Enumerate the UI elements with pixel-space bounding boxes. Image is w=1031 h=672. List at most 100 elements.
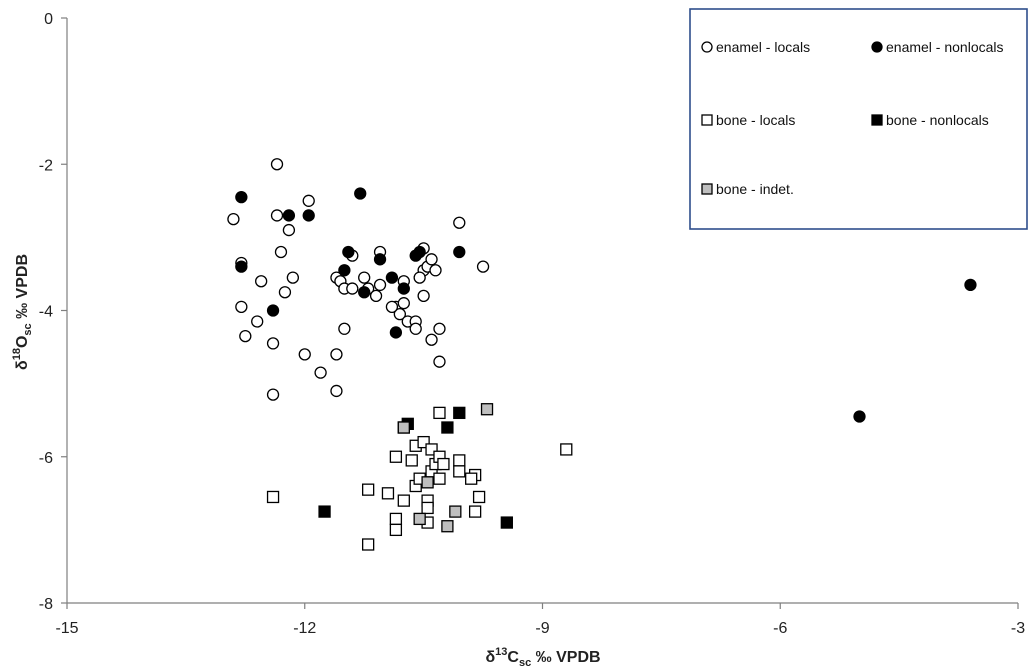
point-bone-indet — [441, 520, 454, 533]
point-enamel-locals — [286, 271, 300, 284]
point-enamel-locals — [270, 209, 284, 222]
point-enamel-locals — [373, 278, 387, 292]
x-tick-label: -6 — [773, 620, 787, 637]
point-bone-locals — [453, 454, 466, 467]
point-enamel-locals — [235, 300, 248, 313]
point-enamel-locals — [227, 212, 240, 226]
point-enamel-locals — [393, 308, 407, 321]
legend-marker-enamel-nonlocals — [871, 41, 883, 53]
y-tick-label: -8 — [39, 596, 53, 613]
y-tick-label: -2 — [39, 157, 53, 174]
axis-ticks: -15 -12 -9 -6 -3 0 -2 -4 -6 -8 — [39, 11, 1025, 637]
legend-label-bone-nonlocals: bone - nonlocals — [886, 112, 989, 128]
point-enamel-locals — [409, 322, 422, 335]
point-bone-locals — [405, 454, 418, 467]
point-bone-locals — [381, 487, 395, 500]
point-enamel-locals — [330, 384, 343, 398]
point-enamel-locals — [385, 300, 399, 313]
legend-box — [689, 8, 1028, 230]
point-bone-nonlocals — [500, 516, 513, 529]
point-bone-locals — [453, 465, 466, 478]
point-bone-locals — [389, 450, 403, 463]
point-enamel-locals — [282, 223, 296, 237]
point-enamel-locals — [298, 348, 311, 361]
point-enamel-nonlocals — [389, 326, 403, 339]
x-tick-label: -3 — [1011, 620, 1025, 637]
x-tick-label: -9 — [535, 620, 549, 637]
point-bone-indet — [449, 505, 462, 518]
point-enamel-locals — [429, 264, 442, 277]
legend-marker-enamel-locals — [701, 41, 713, 53]
point-enamel-locals — [397, 297, 410, 310]
point-enamel-locals — [369, 289, 383, 303]
point-enamel-nonlocals — [397, 282, 410, 295]
point-bone-locals — [437, 457, 450, 471]
point-bone-locals — [389, 512, 403, 526]
point-enamel-locals — [330, 348, 343, 361]
point-enamel-locals — [425, 333, 438, 346]
point-enamel-locals — [425, 253, 438, 266]
legend-label-enamel-nonlocals: enamel - nonlocals — [886, 39, 1004, 55]
point-bone-locals — [472, 490, 486, 504]
legend-label-bone-indet: bone - indet. — [716, 181, 794, 197]
point-enamel-nonlocals — [342, 245, 355, 259]
point-enamel-nonlocals — [235, 260, 248, 273]
point-enamel-locals — [266, 388, 280, 401]
point-enamel-locals — [433, 322, 446, 335]
point-enamel-nonlocals — [338, 264, 351, 277]
point-bone-locals — [417, 435, 430, 449]
x-tick-label: -12 — [293, 620, 316, 637]
point-bone-locals — [361, 483, 375, 496]
point-bone-locals — [433, 406, 446, 420]
point-bone-indet — [413, 512, 426, 526]
point-bone-locals — [425, 443, 438, 456]
point-enamel-nonlocals — [413, 245, 426, 259]
point-enamel-nonlocals — [282, 209, 296, 222]
legend-label-enamel-locals: enamel - locals — [716, 39, 810, 55]
point-enamel-locals — [270, 158, 284, 171]
point-bone-locals — [361, 538, 375, 551]
point-enamel-nonlocals — [302, 209, 315, 222]
point-enamel-nonlocals — [853, 410, 866, 423]
point-bone-indet — [421, 476, 434, 489]
point-enamel-locals — [338, 322, 351, 335]
point-bone-locals — [465, 472, 478, 485]
data-points — [227, 158, 977, 551]
point-enamel-locals — [433, 355, 446, 368]
point-enamel-nonlocals — [453, 245, 466, 259]
point-enamel-locals — [255, 275, 268, 288]
point-bone-indet — [480, 403, 494, 416]
point-enamel-locals — [239, 329, 252, 343]
point-bone-nonlocals — [318, 505, 331, 518]
point-enamel-nonlocals — [235, 191, 248, 204]
point-enamel-nonlocals — [266, 304, 280, 317]
point-enamel-locals — [251, 315, 264, 328]
legend-marker-bone-nonlocals — [871, 114, 883, 126]
point-enamel-locals — [417, 289, 430, 303]
point-enamel-nonlocals — [385, 271, 399, 284]
point-enamel-locals — [302, 194, 315, 207]
point-enamel-locals — [413, 271, 426, 284]
point-enamel-locals — [278, 286, 292, 299]
point-enamel-locals — [476, 260, 490, 273]
point-bone-locals — [433, 472, 446, 485]
x-tick-label: -15 — [55, 620, 78, 637]
point-enamel-locals — [453, 216, 466, 229]
y-tick-label: -6 — [39, 450, 53, 467]
point-enamel-nonlocals — [964, 278, 977, 292]
point-bone-nonlocals — [453, 406, 466, 420]
point-bone-locals — [421, 501, 434, 515]
point-enamel-locals — [358, 271, 371, 284]
point-enamel-nonlocals — [354, 187, 367, 200]
y-tick-label: 0 — [44, 11, 53, 28]
y-axis-title: δ18Osc ‰ VPDB — [11, 254, 34, 370]
point-enamel-nonlocals — [358, 286, 371, 299]
legend-marker-bone-indet — [701, 183, 713, 195]
y-tick-label: -4 — [39, 304, 53, 321]
point-bone-locals — [389, 523, 403, 537]
point-bone-indet — [397, 421, 410, 434]
point-enamel-locals — [274, 245, 288, 259]
x-axis-title: δ13Csc ‰ VPDB — [485, 646, 600, 669]
